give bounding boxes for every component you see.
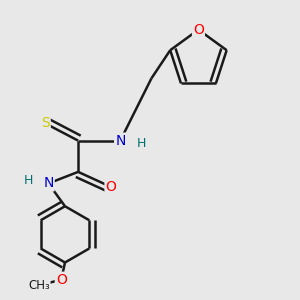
- Text: N: N: [43, 176, 54, 190]
- Text: H: H: [137, 137, 146, 150]
- Text: O: O: [56, 273, 67, 287]
- Text: S: S: [41, 116, 50, 130]
- Text: CH₃: CH₃: [28, 279, 50, 292]
- Text: O: O: [106, 180, 116, 194]
- Text: N: N: [115, 134, 125, 148]
- Text: O: O: [193, 23, 204, 37]
- Text: H: H: [23, 174, 33, 187]
